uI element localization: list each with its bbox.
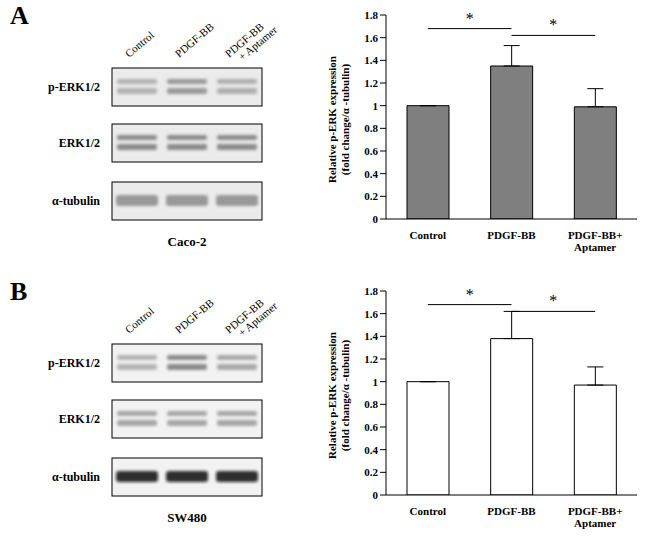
svg-text:Control: Control	[123, 29, 156, 60]
svg-text:Control: Control	[123, 305, 156, 336]
svg-text:0.6: 0.6	[364, 145, 378, 157]
svg-text:Caco-2: Caco-2	[168, 234, 207, 249]
svg-text:0.2: 0.2	[364, 466, 378, 478]
svg-text:1.8: 1.8	[364, 9, 378, 21]
svg-text:0.4: 0.4	[364, 444, 378, 456]
svg-text:α-tubulin: α-tubulin	[52, 470, 100, 484]
svg-text:ERK1/2: ERK1/2	[59, 412, 100, 426]
svg-text:PDGF-BB+ Aptamer: PDGF-BB+ Aptamer	[223, 291, 280, 344]
svg-text:α-tubulin: α-tubulin	[52, 194, 100, 208]
svg-text:1.2: 1.2	[364, 77, 378, 89]
svg-text:*: *	[466, 286, 474, 303]
svg-text:*: *	[549, 16, 557, 33]
svg-text:B: B	[10, 277, 27, 306]
svg-text:0.6: 0.6	[364, 421, 378, 433]
svg-text:0: 0	[373, 213, 379, 225]
svg-text:0.8: 0.8	[364, 398, 378, 410]
svg-text:PDGF-BB: PDGF-BB	[173, 296, 216, 335]
svg-text:SW480: SW480	[167, 510, 207, 525]
svg-text:*: *	[549, 292, 557, 309]
svg-text:p-ERK1/2: p-ERK1/2	[48, 356, 100, 370]
svg-text:1.2: 1.2	[364, 353, 378, 365]
svg-text:1: 1	[373, 100, 379, 112]
svg-text:Relative p-ERK expression(fold: Relative p-ERK expression(fold change/α …	[326, 332, 352, 459]
svg-text:0: 0	[373, 489, 379, 501]
svg-text:Control: Control	[410, 229, 446, 241]
svg-text:0.4: 0.4	[364, 168, 378, 180]
svg-text:Relative p-ERK expression(fold: Relative p-ERK expression(fold change/α …	[326, 56, 352, 183]
svg-text:1.6: 1.6	[364, 308, 378, 320]
svg-text:1: 1	[373, 376, 379, 388]
svg-text:ERK1/2: ERK1/2	[59, 136, 100, 150]
svg-text:PDGF-BB: PDGF-BB	[173, 20, 216, 59]
svg-text:p-ERK1/2: p-ERK1/2	[48, 80, 100, 94]
svg-text:PDGF-BB+Aptamer: PDGF-BB+Aptamer	[568, 505, 623, 529]
svg-text:A: A	[10, 1, 29, 30]
svg-text:1.8: 1.8	[364, 285, 378, 297]
svg-text:1.4: 1.4	[364, 54, 378, 66]
svg-text:1.4: 1.4	[364, 330, 378, 342]
svg-text:PDGF-BB+Aptamer: PDGF-BB+Aptamer	[568, 229, 623, 253]
svg-text:*: *	[466, 10, 474, 27]
svg-text:PDGF-BB+ Aptamer: PDGF-BB+ Aptamer	[223, 15, 280, 68]
svg-text:PDGF-BB: PDGF-BB	[487, 229, 536, 241]
svg-text:0.8: 0.8	[364, 122, 378, 134]
svg-text:1.6: 1.6	[364, 32, 378, 44]
svg-text:PDGF-BB: PDGF-BB	[487, 505, 536, 517]
svg-text:Control: Control	[410, 505, 446, 517]
svg-text:0.2: 0.2	[364, 190, 378, 202]
